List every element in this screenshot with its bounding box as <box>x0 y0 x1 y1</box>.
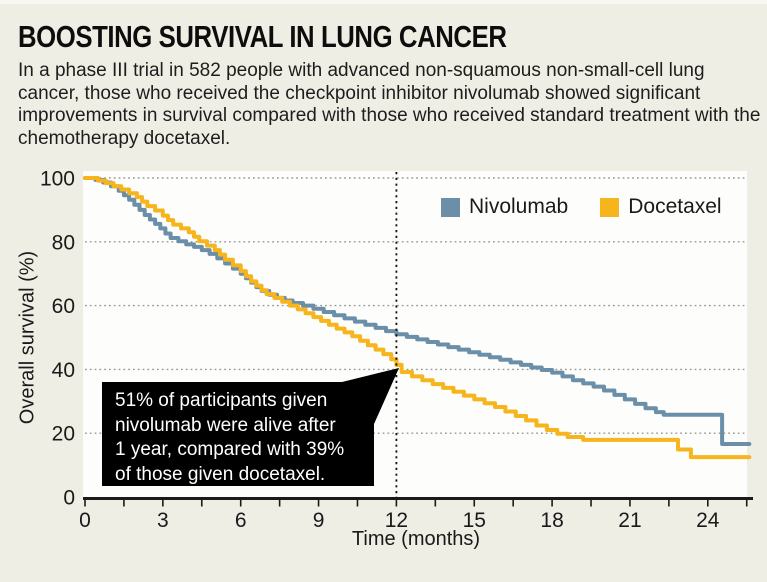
x-axis-label: Time (months) <box>351 528 481 550</box>
x-tick-label: 18 <box>540 509 563 532</box>
legend: Nivolumab Docetaxel <box>441 195 722 219</box>
callout-text-line: of those given docetaxel. <box>115 463 326 485</box>
legend-label-docetaxel: Docetaxel <box>628 195 722 218</box>
legend-label-nivolumab: Nivolumab <box>469 195 569 218</box>
callout-text-line: 51% of participants given <box>115 390 328 411</box>
intro-text: In a phase III trial in 582 people with … <box>18 60 761 149</box>
x-tick-label: 9 <box>313 509 325 532</box>
x-tick-label: 21 <box>618 509 641 532</box>
docetaxel-curve <box>83 176 752 460</box>
x-tick-label: 24 <box>696 509 720 532</box>
y-tick-label: 80 <box>52 231 75 254</box>
x-tick-label: 3 <box>157 509 169 532</box>
legend-item-nivolumab: Nivolumab <box>441 195 568 219</box>
x-tick-label: 15 <box>463 509 486 532</box>
callout-box: 51% of participants given nivolumab were … <box>102 382 374 486</box>
nivolumab-curve <box>83 176 752 446</box>
y-tick-label: 60 <box>52 295 75 318</box>
nivolumab-swatch-icon <box>441 197 460 217</box>
x-tick-label: 6 <box>235 509 247 532</box>
legend-item-docetaxel: Docetaxel <box>600 195 722 219</box>
y-tick-label: 20 <box>52 423 75 446</box>
docetaxel-swatch-icon <box>600 197 620 217</box>
top-strip <box>0 0 767 4</box>
y-tick-label: 0 <box>63 487 75 510</box>
y-tick-label: 100 <box>40 168 75 191</box>
y-tick-label: 40 <box>52 359 75 382</box>
y-axis-label: Overall survival (%) <box>16 250 39 425</box>
x-tick-label: 12 <box>385 509 408 532</box>
page-title: BOOSTING SURVIVAL IN LUNG CANCER <box>18 19 507 54</box>
x-tick-label: 0 <box>79 509 91 532</box>
callout-text-line: 1 year, compared with 39% <box>115 439 345 460</box>
callout-text-line: nivolumab were alive after <box>115 414 336 436</box>
